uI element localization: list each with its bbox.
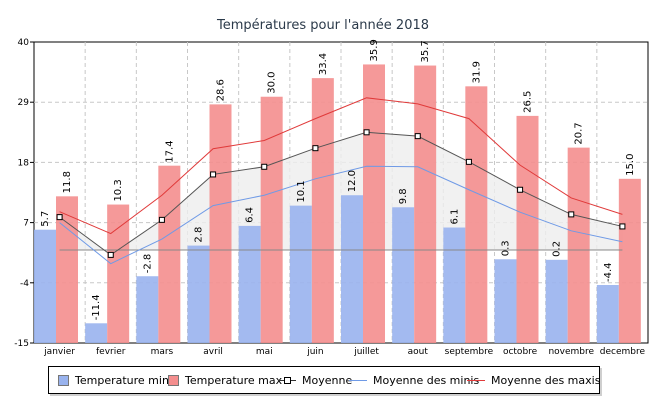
legend-swatch-min [58, 374, 69, 386]
chart-title: Températures pour l'année 2018 [216, 18, 429, 33]
bar-temperature-max [618, 178, 641, 343]
data-label-min: 12.0 [347, 170, 358, 192]
data-label-min: 6.1 [449, 209, 460, 225]
bar-temperature-max [260, 96, 283, 344]
moyenne-marker [158, 216, 165, 223]
data-label-max: 15.0 [625, 154, 636, 176]
moyenne-marker [363, 129, 370, 136]
moyenne-marker [261, 163, 268, 170]
bar-temperature-max [567, 147, 590, 343]
y-tick-label: 29 [18, 98, 30, 108]
bar-temperature-min [289, 205, 312, 343]
bar-temperature-min [494, 259, 517, 343]
y-tick-label: -15 [14, 339, 29, 349]
bar-temperature-min [545, 259, 568, 343]
data-label-max: 26.5 [523, 91, 534, 113]
bar-temperature-min [136, 276, 159, 343]
legend-item-temperature-max: Temperature max [168, 367, 282, 393]
bar-temperature-max [311, 78, 334, 344]
data-label-min: 9.8 [398, 188, 409, 204]
bar-temperature-min [85, 323, 108, 343]
x-tick-label: octobre [503, 347, 538, 357]
bar-temperature-min [34, 229, 56, 343]
data-label-min: 5.7 [40, 211, 51, 227]
data-label-min: 0.3 [501, 240, 512, 256]
x-tick-label: janvier [43, 347, 75, 357]
x-tick-label: septembre [445, 347, 494, 357]
x-tick-label: mai [256, 347, 273, 357]
legend-label: Temperature max [185, 373, 283, 387]
moyenne-marker [619, 223, 626, 230]
moyenne-marker [107, 251, 114, 258]
data-label-max: 17.4 [164, 140, 175, 162]
line-moyenne [59, 131, 623, 256]
bar-temperature-max [414, 65, 437, 344]
bar-temperature-min [392, 207, 415, 343]
legend-label: Moyenne des minis [373, 373, 480, 387]
bar-temperature-max [209, 104, 232, 343]
data-label-max: 35.9 [369, 39, 380, 61]
data-label-max: 28.6 [216, 79, 227, 101]
moyenne-marker [517, 186, 524, 193]
bar-temperature-min [443, 227, 466, 343]
moyenne-marker [414, 133, 421, 140]
data-label-min: 6.4 [245, 207, 256, 223]
bar-temperature-min [596, 284, 619, 343]
bar-temperature-max [516, 115, 539, 343]
legend-item-temperature-min: Temperature min [58, 367, 169, 393]
data-label-max: 20.7 [574, 122, 585, 144]
legend-label: Moyenne des maxis [491, 373, 601, 387]
line-moyenne-minis [59, 165, 623, 265]
x-tick-label: fevrier [96, 347, 126, 357]
y-tick-label: -4 [20, 279, 29, 289]
y-tick-label: 7 [23, 219, 29, 229]
bar-temperature-min [341, 195, 363, 343]
data-label-min: -11.4 [91, 294, 102, 320]
data-label-min: 10.1 [296, 180, 307, 202]
legend-item-moyenne-minis: Moyenne des minis [349, 367, 479, 393]
data-label-max: 30.0 [267, 71, 278, 93]
bar-temperature-min [187, 245, 210, 343]
bar-temperature-max [158, 165, 181, 343]
bar-temperature-max [107, 204, 130, 343]
moyenne-marker [210, 171, 217, 178]
legend-swatch-maxis [467, 375, 485, 385]
legend-swatch-moyenne [278, 375, 296, 385]
x-tick-label: novembre [548, 347, 594, 357]
bar-temperature-max [363, 64, 385, 344]
data-label-min: -4.4 [603, 262, 614, 282]
moyenne-marker [568, 211, 575, 218]
data-label-max: 10.3 [113, 179, 124, 201]
plot-area: -15 -4 7 18 29 40 5.7 -11.4 -2.8 2.8 6.4 10.1 12.0 9.… [14, 38, 649, 357]
x-tick-label: aout [408, 347, 429, 357]
y-tick-label: 18 [18, 158, 30, 168]
legend-swatch-minis [349, 375, 367, 385]
x-tick-label: juin [306, 347, 323, 357]
data-label-max: 35.7 [420, 40, 431, 62]
legend-swatch-max [168, 374, 179, 386]
legend: Temperature min Temperature max Moyenne … [48, 366, 600, 394]
data-label-max: 31.9 [471, 61, 482, 83]
x-tick-label: avril [203, 347, 223, 357]
line-moyenne-maxis [59, 97, 623, 235]
y-tick-label: 40 [18, 38, 30, 48]
x-tick-label: juillet [353, 347, 379, 357]
bar-temperature-max [465, 86, 488, 343]
data-label-min: 0.2 [552, 241, 563, 257]
data-label-min: 2.8 [194, 227, 205, 243]
bar-temperature-min [238, 225, 261, 343]
x-tick-label: mars [151, 347, 174, 357]
data-label-max: 33.4 [318, 53, 329, 75]
legend-label: Temperature min [75, 373, 169, 387]
moyenne-marker [312, 145, 319, 152]
legend-item-moyenne-maxis: Moyenne des maxis [467, 367, 600, 393]
legend-item-moyenne: Moyenne [278, 367, 352, 393]
x-tick-label: decembre [600, 347, 646, 357]
moyenne-marker [56, 214, 63, 221]
legend-label: Moyenne [302, 373, 353, 387]
data-label-min: -2.8 [142, 254, 153, 274]
data-label-max: 11.8 [62, 171, 73, 193]
moyenne-marker [465, 158, 472, 165]
